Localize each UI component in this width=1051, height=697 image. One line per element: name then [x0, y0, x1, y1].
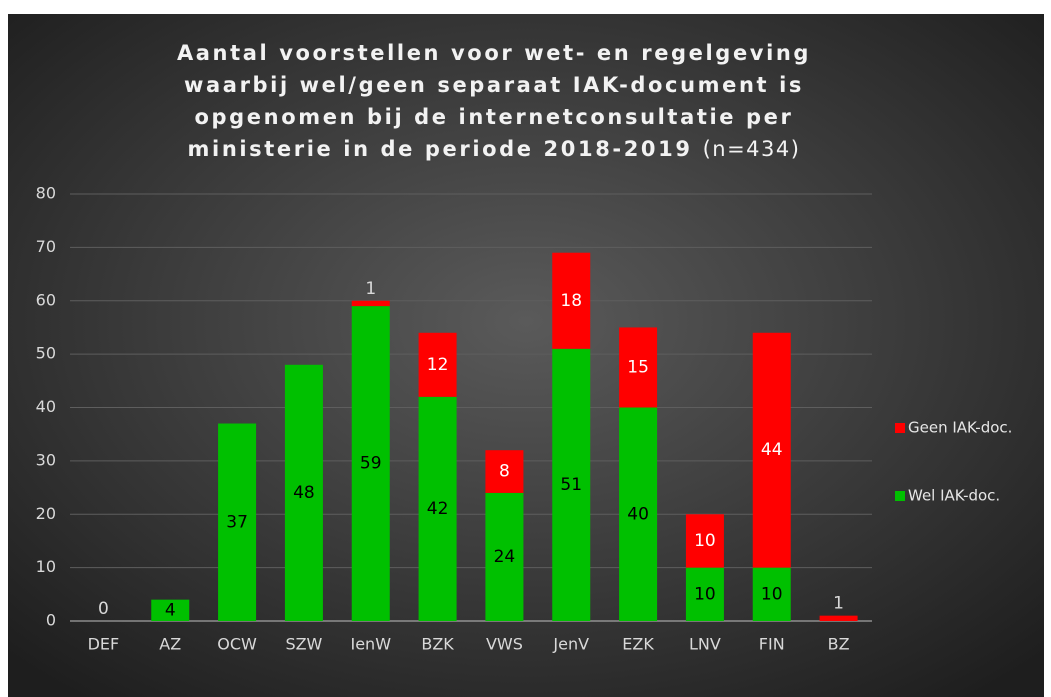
- bar-segment: [619, 407, 658, 621]
- y-tick-label: 30: [36, 450, 56, 469]
- data-label: 10: [694, 584, 716, 604]
- data-label: 59: [360, 454, 382, 474]
- x-tick-label: BZ: [828, 635, 850, 654]
- legend-label: Wel IAK-doc.: [908, 487, 1000, 505]
- legend-swatch: [895, 491, 905, 501]
- y-tick-label: 50: [36, 344, 56, 363]
- data-label: 40: [627, 504, 649, 524]
- x-tick-label: AZ: [159, 635, 181, 654]
- y-tick-label: 60: [36, 290, 56, 309]
- data-label: 10: [761, 584, 783, 604]
- chart-subtitle: (n=434): [703, 137, 801, 161]
- bar-segment: [284, 364, 323, 621]
- x-tick-label: SZW: [285, 635, 322, 654]
- bar-segment: [485, 450, 524, 493]
- bar-segment: [752, 567, 791, 621]
- y-tick-label: 10: [36, 557, 56, 576]
- data-label: 1: [365, 279, 376, 299]
- chart-title: ministerie in de periode 2018-2019 (n=434…: [188, 137, 801, 161]
- bar-segment: [418, 332, 457, 397]
- y-tick-label: 20: [36, 504, 56, 523]
- data-label: 10: [694, 531, 716, 551]
- y-tick-label: 80: [36, 184, 56, 203]
- data-label: 18: [560, 291, 582, 311]
- x-tick-label: IenW: [350, 635, 391, 654]
- data-label: 51: [560, 475, 582, 495]
- bar-segment: [752, 332, 791, 568]
- bar-segment: [351, 306, 390, 621]
- data-label: 12: [427, 355, 449, 375]
- y-tick-label: 0: [46, 611, 56, 630]
- data-label: 44: [761, 440, 783, 460]
- data-label: 15: [627, 357, 649, 377]
- data-label: 42: [427, 499, 449, 519]
- x-tick-label: BZK: [421, 635, 454, 654]
- x-tick-label: DEF: [88, 635, 120, 654]
- bar-segment: [218, 423, 257, 621]
- bar-segment: [418, 396, 457, 621]
- x-tick-label: LNV: [689, 635, 721, 654]
- bar-segment: [685, 567, 724, 621]
- x-tick-label: FIN: [759, 635, 785, 654]
- chart-title: opgenomen bij de internetconsultatie per: [195, 105, 794, 129]
- chart-title: Aantal voorstellen voor wet- en regelgev…: [177, 41, 811, 65]
- bar-segment: [619, 327, 658, 408]
- chart-area: [8, 14, 1044, 697]
- bar-segment: [485, 492, 524, 621]
- bar-segment: [819, 615, 858, 621]
- bar-segment: [351, 300, 390, 307]
- y-tick-label: 40: [36, 397, 56, 416]
- bar-segment: [151, 599, 190, 621]
- bar-segment: [552, 252, 591, 349]
- data-label: 37: [226, 512, 248, 532]
- x-tick-label: JenV: [552, 635, 589, 654]
- bar-segment: [552, 348, 591, 621]
- data-label: 24: [494, 547, 516, 567]
- y-tick-label: 70: [36, 237, 56, 256]
- data-label: 4: [165, 600, 176, 620]
- chart-title-line: ministerie in de periode 2018-2019: [188, 137, 693, 161]
- x-tick-label: VWS: [486, 635, 523, 654]
- bar-segment: [685, 514, 724, 568]
- data-label: 8: [499, 462, 510, 482]
- data-label: 1: [833, 594, 844, 614]
- data-label: 48: [293, 483, 315, 503]
- x-tick-label: OCW: [217, 635, 257, 654]
- data-label: 0: [98, 599, 109, 619]
- x-tick-label: EZK: [622, 635, 654, 654]
- legend-swatch: [895, 423, 905, 433]
- chart-title: waarbij wel/geen separaat IAK-document i…: [184, 73, 804, 97]
- legend-label: Geen IAK-doc.: [908, 419, 1012, 437]
